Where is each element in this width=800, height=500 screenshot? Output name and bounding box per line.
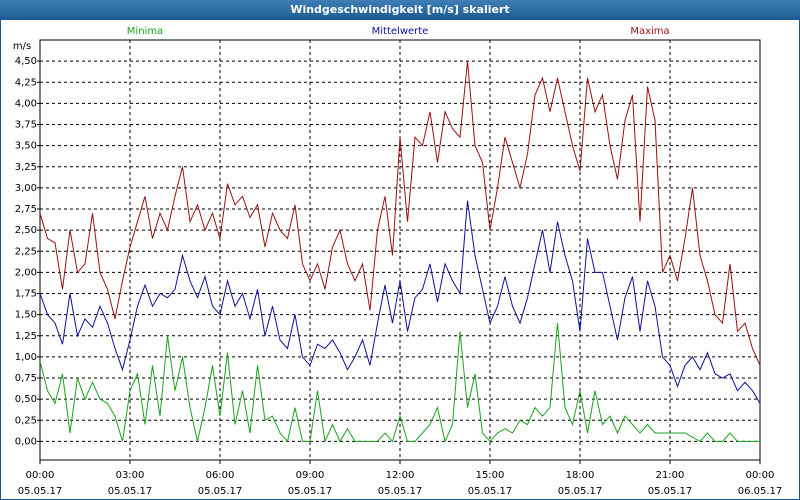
legend-label: Maxima (630, 26, 669, 37)
plot: 0,00 0,25 0,50 0,75 1,00 1,25 1,50 1,75 2,00 2,25… (15, 26, 783, 497)
x-tick-date: 05.05.17 (558, 486, 603, 497)
title-bar (0, 0, 800, 20)
y-tick-label: 1,75 (15, 289, 37, 300)
x-tick-date: 05.05.17 (648, 486, 693, 497)
y-tick-label: 2,75 (15, 204, 37, 215)
y-tick-label: 3,50 (15, 141, 37, 152)
y-tick-label: 1,25 (15, 331, 37, 342)
x-tick-label: 09:00 (296, 470, 325, 481)
y-tick-label: 0,25 (15, 415, 37, 426)
series-line (39, 61, 761, 366)
y-tick-label: 3,75 (15, 120, 37, 131)
legend-label: Minima (127, 26, 163, 37)
y-tick-label: 0,75 (15, 373, 37, 384)
x-tick-date: 05.05.17 (108, 486, 153, 497)
x-tick-date: 05.05.17 (198, 486, 243, 497)
y-axis-label: m/s (13, 41, 31, 52)
y-tick-label: 2,25 (15, 246, 37, 257)
x-tick-label: 03:00 (116, 470, 145, 481)
y-tick-label: 3,00 (15, 183, 37, 194)
x-tick-label: 00:00 (746, 470, 775, 481)
x-tick-label: 06:00 (206, 470, 235, 481)
series-line (39, 323, 760, 444)
x-tick-label: 21:00 (656, 470, 685, 481)
x-tick-date: 06.05.17 (738, 486, 783, 497)
series-line (39, 200, 761, 404)
y-tick-label: 0,00 (15, 436, 37, 447)
chart-title: Windgeschwindigkeit [m/s] skaliert (290, 3, 509, 16)
x-tick-label: 15:00 (476, 470, 505, 481)
x-tick-date: 05.05.17 (18, 486, 63, 497)
x-tick-date: 05.05.17 (288, 486, 333, 497)
legend-label: Mittelwerte (372, 26, 429, 37)
y-tick-label: 2,50 (15, 225, 37, 236)
x-tick-label: 18:00 (566, 470, 595, 481)
y-tick-label: 4,00 (15, 98, 37, 109)
x-tick-date: 05.05.17 (468, 486, 513, 497)
y-tick-label: 4,25 (15, 77, 37, 88)
x-tick-date: 05.05.17 (378, 486, 423, 497)
y-tick-label: 3,25 (15, 162, 37, 173)
y-tick-label: 4,50 (15, 56, 37, 67)
y-tick-label: 1,50 (15, 310, 37, 321)
y-tick-label: 0,50 (15, 394, 37, 405)
x-tick-label: 00:00 (26, 470, 55, 481)
y-tick-label: 2,00 (15, 267, 37, 278)
y-tick-label: 1,00 (15, 352, 37, 363)
x-tick-label: 12:00 (386, 470, 415, 481)
